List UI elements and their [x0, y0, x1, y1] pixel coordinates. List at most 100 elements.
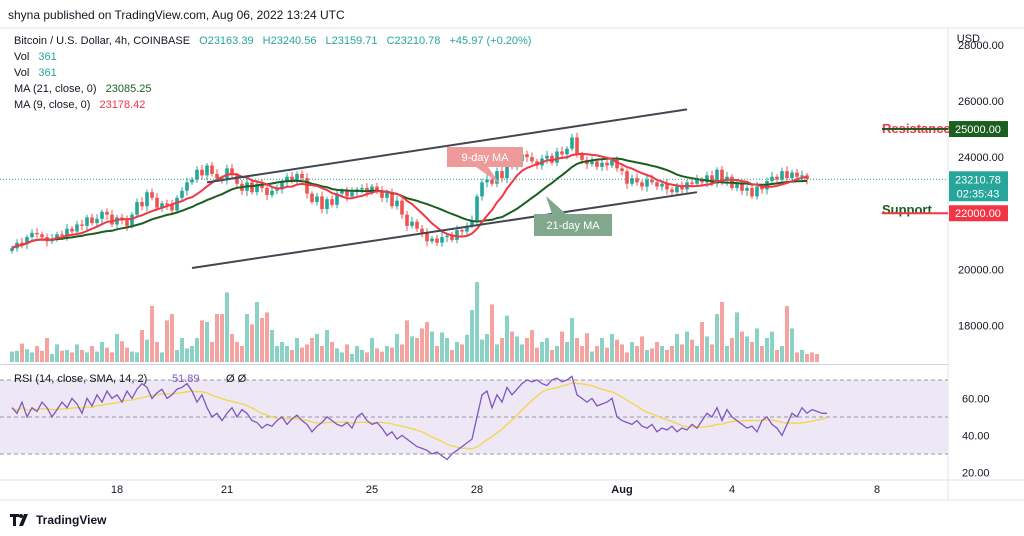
volume-bar	[440, 332, 444, 362]
candle	[155, 193, 159, 211]
candle	[445, 233, 449, 243]
candle-body	[450, 235, 454, 240]
candle-body	[405, 214, 409, 226]
candle-body	[740, 183, 744, 191]
volume-bar	[765, 338, 769, 362]
volume-bar	[705, 336, 709, 362]
volume-bar	[640, 336, 644, 362]
candle	[220, 175, 224, 184]
candle-body	[535, 161, 539, 166]
candle	[590, 156, 594, 167]
candle	[270, 187, 274, 198]
candle	[605, 157, 609, 171]
volume-bar	[435, 346, 439, 362]
volume-bar	[105, 347, 109, 362]
candle	[255, 180, 259, 196]
candle-body	[425, 232, 429, 242]
candle	[370, 184, 374, 195]
candle-body	[495, 171, 499, 184]
candle-body	[140, 202, 144, 207]
volume-bar	[550, 350, 554, 362]
candle	[510, 156, 514, 170]
channel-lower-line	[191, 191, 698, 269]
volume-bar	[165, 320, 169, 362]
candle-body	[720, 169, 724, 181]
candle-body	[455, 230, 459, 240]
candle-body	[430, 238, 434, 242]
volume-bar	[130, 351, 134, 362]
rsi-tick-label: 20.00	[962, 467, 990, 479]
candle-body	[790, 172, 794, 179]
candle-body	[555, 151, 559, 163]
candle-body	[595, 161, 599, 167]
volume-bar	[110, 352, 114, 362]
candle	[430, 235, 434, 244]
candle-body	[795, 172, 799, 177]
candle-body	[485, 179, 489, 183]
volume-bar	[690, 339, 694, 362]
candle	[720, 166, 724, 186]
volume-bar	[380, 351, 384, 362]
volume-bar	[75, 344, 79, 362]
volume-bar	[785, 306, 789, 362]
candle-body	[85, 217, 89, 226]
candle	[580, 151, 584, 165]
ma21-label[interactable]: MA (21, close, 0)	[14, 83, 97, 95]
volume-bar	[235, 342, 239, 362]
candle	[560, 146, 564, 159]
volume-bar	[270, 330, 274, 362]
volume-bar	[375, 348, 379, 362]
candle-body	[260, 183, 264, 188]
candle-body	[330, 199, 334, 205]
candle	[800, 170, 804, 181]
candle-body	[325, 199, 329, 210]
vol-label-2: Vol	[14, 67, 30, 79]
candle-body	[335, 193, 339, 205]
candle-body	[65, 228, 69, 236]
candle	[360, 184, 364, 194]
volume-bar	[575, 338, 579, 362]
ma9-label[interactable]: MA (9, close, 0)	[14, 99, 91, 111]
candle	[470, 215, 474, 229]
candle	[225, 164, 229, 185]
volume-bar	[365, 352, 369, 362]
candle-body	[175, 197, 179, 211]
candle-body	[225, 168, 229, 180]
candle	[345, 187, 349, 202]
volume-bar	[415, 338, 419, 362]
candle	[735, 180, 739, 192]
candle-body	[210, 165, 214, 174]
volume-bar	[115, 334, 119, 362]
candle-body	[725, 176, 729, 181]
volume-bar	[275, 346, 279, 362]
volume-bar	[760, 346, 764, 362]
volume-bar	[240, 346, 244, 362]
volume-bar	[345, 344, 349, 362]
candle	[140, 197, 144, 211]
candle	[650, 174, 654, 185]
candle-body	[160, 203, 164, 208]
candle	[750, 184, 754, 199]
ma21-value: 23085.25	[105, 83, 152, 95]
volume-bar	[750, 342, 754, 362]
volume-bar	[780, 346, 784, 362]
candle-body	[660, 183, 664, 187]
candle	[245, 177, 249, 196]
ma21-callout-bubble	[534, 196, 612, 236]
volume-bar	[410, 336, 414, 362]
candle	[805, 172, 809, 185]
candle	[670, 186, 674, 195]
candle	[485, 174, 489, 188]
candle	[400, 198, 404, 219]
tradingview-logo[interactable]: TradingView	[10, 513, 106, 527]
volume-bar	[625, 352, 629, 362]
candle-body	[680, 186, 684, 190]
candle-body	[615, 159, 619, 169]
symbol-name[interactable]: Bitcoin / U.S. Dollar, 4h, COINBASE	[14, 35, 191, 47]
candle	[655, 179, 659, 190]
candle-body	[275, 189, 279, 191]
candle-body	[340, 190, 344, 194]
candle-body	[145, 192, 149, 207]
volume-bar	[195, 338, 199, 362]
candle-body	[715, 169, 719, 184]
